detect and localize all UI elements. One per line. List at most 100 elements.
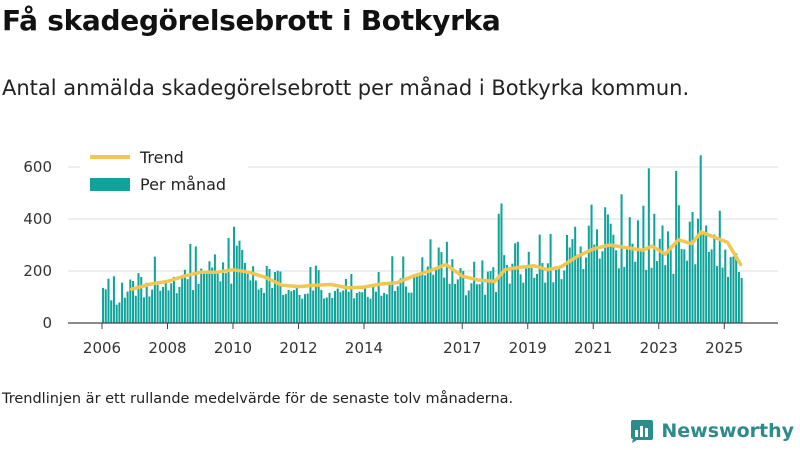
bar <box>694 264 697 323</box>
bar <box>192 290 195 323</box>
bar <box>145 282 148 323</box>
bar <box>699 155 702 323</box>
bar <box>320 289 323 323</box>
bar <box>683 249 686 323</box>
bar <box>595 229 599 323</box>
bar <box>740 277 743 323</box>
bar <box>260 287 263 323</box>
bar <box>126 291 129 323</box>
bar <box>653 213 656 323</box>
bar <box>473 261 476 323</box>
bar <box>211 267 214 323</box>
bar <box>628 217 631 323</box>
bar <box>183 269 186 323</box>
bar <box>623 266 626 323</box>
bar <box>181 277 184 323</box>
bar <box>287 289 290 323</box>
bar <box>634 261 637 323</box>
bar <box>344 278 347 323</box>
bar <box>402 256 405 323</box>
bar <box>489 271 492 323</box>
bar <box>661 225 664 323</box>
bar <box>290 291 293 323</box>
bar <box>574 226 577 323</box>
bar <box>162 286 165 323</box>
bar <box>186 279 189 323</box>
brand-logo[interactable]: Newsworthy <box>629 418 794 444</box>
bar <box>735 253 738 323</box>
bar <box>492 267 495 323</box>
x-tick-label: 2012 <box>279 339 317 357</box>
bar <box>347 291 350 323</box>
bar <box>301 298 304 323</box>
bar <box>110 300 113 323</box>
bar <box>342 290 345 323</box>
bar <box>440 252 443 323</box>
bar <box>677 205 680 323</box>
bar <box>104 289 107 323</box>
legend-bars-label: Per månad <box>140 175 226 194</box>
bar <box>148 296 151 323</box>
bar <box>364 287 367 323</box>
bar <box>505 265 508 323</box>
bar <box>590 204 593 323</box>
bar <box>527 251 530 323</box>
bar <box>202 270 206 323</box>
legend-trend-label: Trend <box>139 148 184 167</box>
bar <box>464 295 468 323</box>
bar <box>159 290 162 323</box>
bar <box>265 265 268 323</box>
bar <box>372 286 375 323</box>
bar <box>669 245 672 323</box>
x-axis-ticks: 2006 2008 2010 2012 2014 2017 2019 2021 2023 2025 <box>83 323 743 357</box>
bar <box>631 243 634 323</box>
bar <box>369 298 372 323</box>
bar <box>459 268 462 323</box>
bar <box>314 265 317 323</box>
bar <box>541 263 544 323</box>
bar <box>437 247 440 323</box>
bar <box>200 268 203 323</box>
bar <box>462 270 465 323</box>
bar <box>227 238 230 323</box>
bar <box>377 272 380 323</box>
bar <box>484 294 487 323</box>
bar <box>156 284 159 323</box>
bar <box>279 271 282 323</box>
bar <box>306 293 309 323</box>
bar <box>434 267 437 323</box>
bar <box>579 246 582 323</box>
bar <box>726 276 730 323</box>
bar <box>604 207 607 323</box>
bar <box>230 283 233 323</box>
bar <box>413 275 416 323</box>
bar <box>366 296 369 323</box>
bar <box>380 295 383 323</box>
bar <box>686 260 689 323</box>
bar <box>246 273 249 323</box>
bar <box>170 283 173 323</box>
x-tick-label: 2021 <box>574 339 612 357</box>
bar <box>620 194 623 323</box>
bar <box>257 289 260 323</box>
brand-name: Newsworthy <box>661 420 794 442</box>
bar <box>205 272 208 323</box>
bar <box>478 284 481 323</box>
bar <box>407 292 410 323</box>
bar <box>276 270 279 323</box>
y-tick-label: 200 <box>23 262 52 280</box>
bar <box>713 234 716 323</box>
bar <box>443 277 446 323</box>
bar <box>140 276 143 323</box>
bar <box>672 273 675 323</box>
bar <box>696 218 699 323</box>
bar <box>350 273 353 323</box>
bar <box>421 257 424 323</box>
bar <box>612 234 615 323</box>
bar <box>639 250 642 323</box>
bar <box>107 278 110 323</box>
bar <box>650 267 653 323</box>
bar <box>224 273 227 323</box>
y-tick-label: 600 <box>23 158 52 176</box>
